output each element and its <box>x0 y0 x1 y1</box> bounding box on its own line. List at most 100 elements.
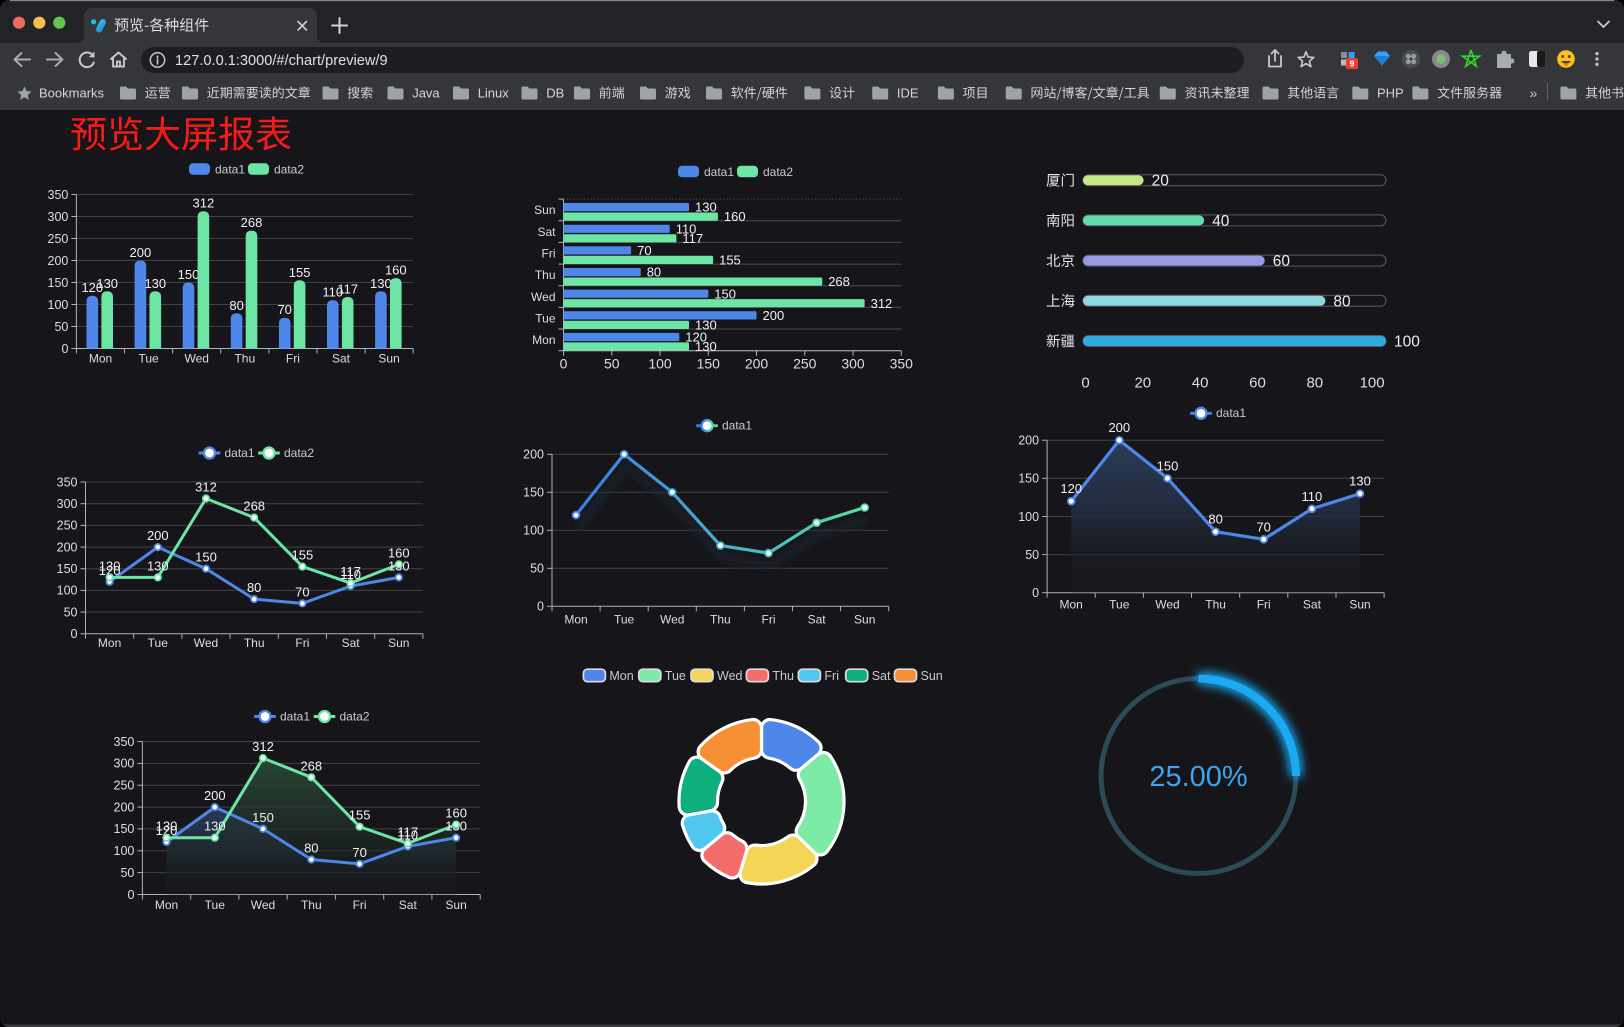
svg-text:Sat: Sat <box>1303 598 1322 612</box>
svg-text:350: 350 <box>48 188 69 202</box>
svg-text:200: 200 <box>130 245 152 260</box>
svg-text:200: 200 <box>1018 434 1039 448</box>
svg-text:Sat: Sat <box>537 225 556 239</box>
svg-text:9: 9 <box>1350 59 1355 69</box>
svg-text:Thu: Thu <box>301 898 322 912</box>
svg-text:Mon: Mon <box>609 669 633 683</box>
svg-text:200: 200 <box>745 356 769 372</box>
svg-text:Wed: Wed <box>251 898 275 912</box>
svg-text:40: 40 <box>1212 213 1230 230</box>
svg-text:Sun: Sun <box>388 636 409 650</box>
svg-text:155: 155 <box>289 265 311 280</box>
svg-text:Sat: Sat <box>872 669 891 683</box>
svg-text:80: 80 <box>229 298 243 313</box>
svg-text:150: 150 <box>523 486 544 500</box>
svg-text:300: 300 <box>114 757 135 771</box>
svg-text:50: 50 <box>530 562 544 576</box>
svg-text:100: 100 <box>1394 334 1420 351</box>
svg-text:70: 70 <box>352 845 366 860</box>
svg-text:Fri: Fri <box>762 612 776 626</box>
svg-text:data1: data1 <box>704 165 734 179</box>
svg-text:155: 155 <box>349 808 371 823</box>
svg-text:»: » <box>1530 85 1538 101</box>
svg-text:130: 130 <box>147 558 169 573</box>
svg-text:100: 100 <box>1360 375 1385 392</box>
svg-text:300: 300 <box>841 356 865 372</box>
svg-text:Thu: Thu <box>772 669 794 683</box>
svg-text:data1: data1 <box>225 446 255 460</box>
svg-text:200: 200 <box>57 540 78 554</box>
svg-text:Sun: Sun <box>1349 598 1370 612</box>
svg-text:20: 20 <box>1134 375 1151 392</box>
svg-text:130: 130 <box>144 276 166 291</box>
svg-text:70: 70 <box>277 302 291 317</box>
svg-text:Tue: Tue <box>138 352 159 366</box>
svg-text:Mon: Mon <box>98 636 121 650</box>
svg-text:Mon: Mon <box>155 898 178 912</box>
svg-text:120: 120 <box>1060 481 1082 496</box>
svg-text:160: 160 <box>724 209 746 224</box>
svg-text:160: 160 <box>385 263 407 278</box>
svg-text:Fri: Fri <box>295 636 309 650</box>
svg-text:Tue: Tue <box>1109 598 1130 612</box>
svg-text:120: 120 <box>99 563 121 578</box>
svg-text:268: 268 <box>241 215 263 230</box>
svg-text:312: 312 <box>871 296 893 311</box>
svg-text:50: 50 <box>120 866 134 880</box>
svg-text:350: 350 <box>57 475 78 489</box>
svg-text:150: 150 <box>1018 472 1039 486</box>
svg-text:0: 0 <box>127 888 134 902</box>
svg-text:Tue: Tue <box>535 312 556 326</box>
svg-text:Thu: Thu <box>710 612 731 626</box>
svg-text:Sun: Sun <box>854 612 875 626</box>
svg-text:100: 100 <box>57 584 78 598</box>
svg-text:350: 350 <box>890 356 914 372</box>
svg-text:120: 120 <box>156 823 178 838</box>
svg-text:130: 130 <box>99 558 121 573</box>
svg-text:150: 150 <box>195 550 217 565</box>
svg-text:data1: data1 <box>280 709 310 723</box>
svg-text:60: 60 <box>1249 375 1266 392</box>
svg-text:data2: data2 <box>340 709 370 723</box>
svg-text:117: 117 <box>340 564 361 579</box>
svg-text:160: 160 <box>388 545 410 560</box>
svg-text:Sat: Sat <box>399 898 418 912</box>
svg-text:130: 130 <box>204 819 226 834</box>
svg-text:80: 80 <box>247 580 261 595</box>
svg-text:40: 40 <box>1192 375 1209 392</box>
svg-text:312: 312 <box>195 480 217 495</box>
svg-text:268: 268 <box>828 274 850 289</box>
svg-text:250: 250 <box>57 519 78 533</box>
svg-text:data1: data1 <box>215 163 245 177</box>
svg-text:Wed: Wed <box>184 352 208 366</box>
svg-text:Fri: Fri <box>1257 598 1271 612</box>
svg-text:Fri: Fri <box>824 669 839 683</box>
svg-text:150: 150 <box>114 822 135 836</box>
svg-text:312: 312 <box>252 739 274 754</box>
svg-text:110: 110 <box>322 285 343 300</box>
svg-text:150: 150 <box>252 810 274 825</box>
svg-text:150: 150 <box>697 356 721 372</box>
svg-text:70: 70 <box>637 243 651 258</box>
svg-text:100: 100 <box>114 844 135 858</box>
svg-text:Fri: Fri <box>542 247 556 261</box>
svg-text:Sat: Sat <box>332 352 351 366</box>
svg-text:250: 250 <box>793 356 817 372</box>
svg-text:160: 160 <box>445 806 467 821</box>
svg-text:20: 20 <box>1152 173 1170 190</box>
svg-text:0: 0 <box>1081 375 1089 392</box>
svg-text:50: 50 <box>54 320 68 334</box>
svg-text:70: 70 <box>1256 519 1270 534</box>
svg-text:200: 200 <box>763 308 785 323</box>
svg-text:80: 80 <box>1208 512 1222 527</box>
svg-text:300: 300 <box>57 497 78 511</box>
svg-text:Thu: Thu <box>1205 598 1226 612</box>
svg-text:80: 80 <box>1306 375 1323 392</box>
svg-text:0: 0 <box>71 627 78 641</box>
svg-text:350: 350 <box>114 735 135 749</box>
svg-text:Mon: Mon <box>1060 598 1083 612</box>
svg-text:Wed: Wed <box>660 612 684 626</box>
svg-text:100: 100 <box>523 524 544 538</box>
svg-text:130: 130 <box>1349 474 1371 489</box>
svg-text:data2: data2 <box>284 446 314 460</box>
